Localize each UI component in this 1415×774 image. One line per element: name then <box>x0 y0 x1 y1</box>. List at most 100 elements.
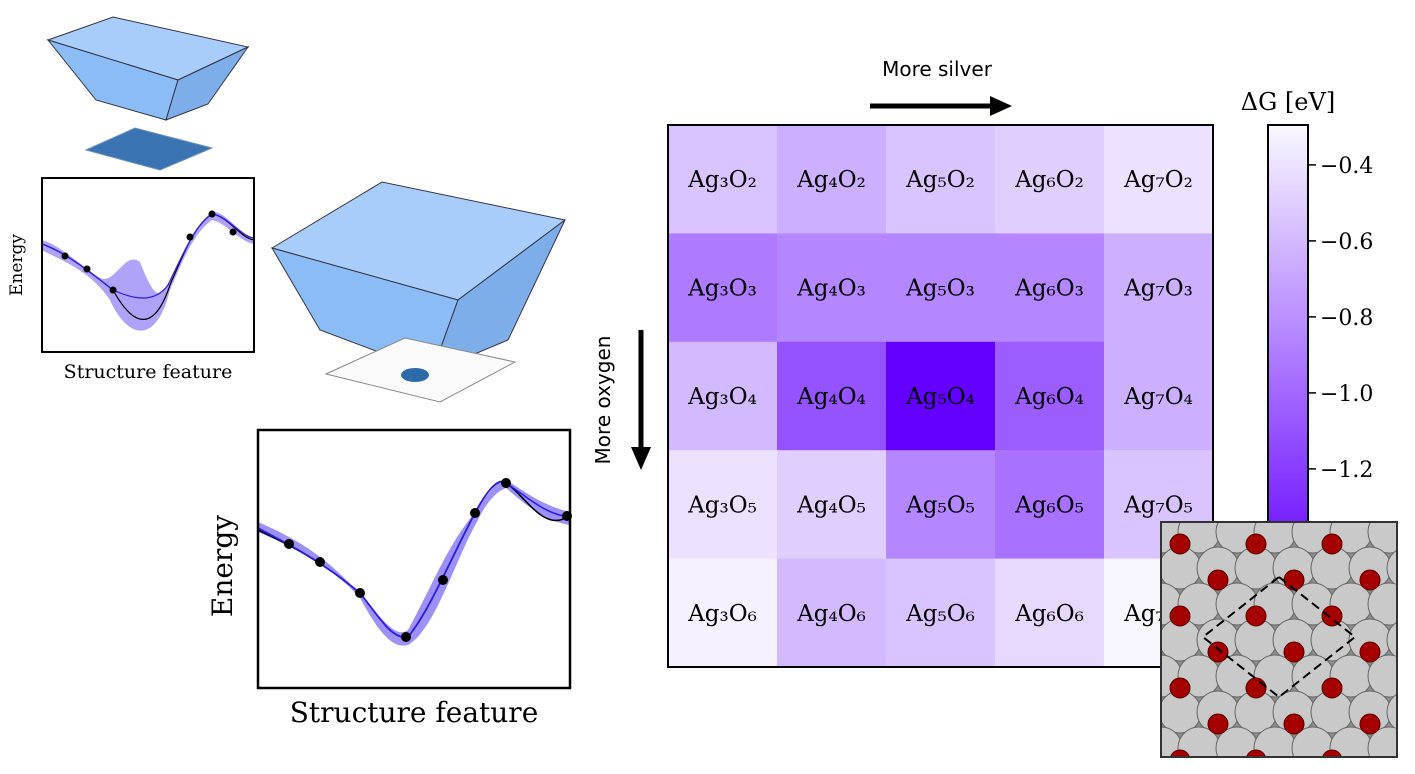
oxygen-atom <box>1398 606 1415 626</box>
cell-label: Ag₄O₆ <box>796 601 866 627</box>
oxygen-atom <box>1359 713 1381 735</box>
oxygen-atom <box>1321 677 1343 699</box>
heat-cell <box>668 125 778 234</box>
colorbar-scale <box>1267 124 1309 584</box>
unit-cell <box>1201 575 1357 699</box>
silver-atom <box>1386 693 1397 731</box>
crystal-inset <box>1161 522 1415 757</box>
oxygen-atom <box>1245 533 1267 555</box>
heat-cell <box>995 341 1105 451</box>
cell-label: Ag₅O₅ <box>905 492 975 518</box>
uncertainty-band <box>258 479 570 646</box>
uncertainty-band <box>42 211 254 331</box>
heat-cell <box>668 233 778 343</box>
heat-cell <box>668 450 778 560</box>
cell-label: Ag₄O₃ <box>796 276 866 302</box>
oxygen-atom <box>1169 605 1191 627</box>
plot-frame <box>256 428 572 690</box>
arrow-head <box>631 447 651 470</box>
oxygen-atom <box>1321 605 1343 627</box>
heat-cell <box>777 450 887 560</box>
arrow-head <box>990 96 1012 116</box>
cell-label: Ag₆O₆ <box>1014 601 1084 627</box>
mean-curve <box>257 480 571 638</box>
oxygen-atom <box>1398 534 1415 554</box>
colorbar-tick-label: −1.0 <box>1320 382 1373 407</box>
colorbar: −0.4 −0.6 −0.8 −1.0 −1.2 <box>1267 124 1373 584</box>
heat-cell <box>1104 341 1214 451</box>
silver-atom <box>1367 522 1397 554</box>
oxygen-atom <box>1245 605 1267 627</box>
colorbar-tick-label: −0.6 <box>1320 230 1373 255</box>
cell-label: Ag₅O₃ <box>905 276 975 302</box>
heat-cell <box>886 558 996 668</box>
cell-label: Ag₆O₄ <box>1014 384 1084 410</box>
cell-label: Ag₆O₃ <box>1014 276 1084 302</box>
samples <box>61 210 237 294</box>
small-plot: Energy Structure feature <box>7 177 255 383</box>
annotation: More silver <box>882 57 993 81</box>
oxygen-atom <box>1398 678 1415 698</box>
silver-atom <box>1386 549 1397 587</box>
oxygen-atom <box>1207 569 1229 591</box>
inset-frame <box>1160 521 1398 758</box>
oxygen-atom <box>1283 569 1305 591</box>
oxygen-atom <box>1283 713 1305 735</box>
oxygen-atom <box>1169 533 1191 555</box>
oxygen-atom <box>1207 641 1229 663</box>
heat-cell <box>1104 125 1214 234</box>
silver-atom <box>1367 582 1397 626</box>
heat-cell <box>777 341 887 451</box>
cell-label: Ag₆O₂ <box>1014 167 1084 193</box>
cell-label: Ag₄O₅ <box>796 492 866 518</box>
silver-atom <box>1386 621 1397 659</box>
cell-label: Ag₃O₅ <box>687 492 757 518</box>
colorbar-tick-label: −1.2 <box>1320 458 1373 483</box>
heat-cell <box>668 558 778 668</box>
oxygen-atom <box>1321 533 1343 555</box>
heatmap-frame <box>667 124 1214 668</box>
heat-cell <box>886 341 996 451</box>
silver-atom <box>1367 654 1397 698</box>
heat-cell <box>777 233 887 343</box>
x-axis-label: Structure feature <box>64 361 233 383</box>
large-box <box>270 181 567 403</box>
oxygen-atom <box>1207 713 1229 735</box>
heat-cell <box>995 558 1105 668</box>
oxygen-atom <box>1169 749 1191 757</box>
heat-cell <box>668 341 778 451</box>
cell-label: Ag₃O₂ <box>687 167 757 193</box>
colorbar-tick-label: −0.4 <box>1320 154 1373 179</box>
oxygen-atom <box>1321 749 1343 757</box>
heat-cell <box>777 125 887 234</box>
y-axis-label: Energy <box>206 515 239 617</box>
cell-label: Ag₇O₃ <box>1123 276 1193 302</box>
heat-cell <box>995 233 1105 343</box>
heatmap: Ag₃O₂ Ag₄O₂ Ag₅O₂ Ag₆O₂ Ag₇O₂ Ag₃O₃ Ag₄O₃ Ag₅O₃… <box>668 125 1214 668</box>
oxygen-atom <box>1245 749 1267 757</box>
silver-atom <box>1367 726 1397 757</box>
y-axis-label: Energy <box>7 234 27 296</box>
cell-label: Ag₃O₆ <box>687 601 757 627</box>
cell-label: Ag₃O₄ <box>687 384 757 410</box>
true-curve <box>257 480 571 638</box>
large-plot: Energy Structure feature <box>206 428 572 729</box>
heat-cell <box>886 233 996 343</box>
oxygen-atom <box>1245 677 1267 699</box>
small-box <box>46 16 250 171</box>
oxygen-atom <box>1359 641 1381 663</box>
oxygen-atom <box>1169 677 1191 699</box>
oxygen-atom <box>1359 569 1381 591</box>
plot-frame <box>41 177 255 353</box>
heat-cell <box>886 125 996 234</box>
x-axis-label: Structure feature <box>290 696 539 729</box>
cell-label: Ag₆O₅ <box>1014 492 1084 518</box>
heat-cell <box>995 450 1105 560</box>
oxygen-atom <box>1283 641 1305 663</box>
heat-cell <box>1104 233 1214 343</box>
colorbar-tick-label: −0.8 <box>1320 306 1373 331</box>
cell-label: Ag₇O₅ <box>1123 492 1193 518</box>
cell-label: Ag₃O₃ <box>687 276 757 302</box>
cell-label: Ag₅O₄ <box>905 384 975 410</box>
